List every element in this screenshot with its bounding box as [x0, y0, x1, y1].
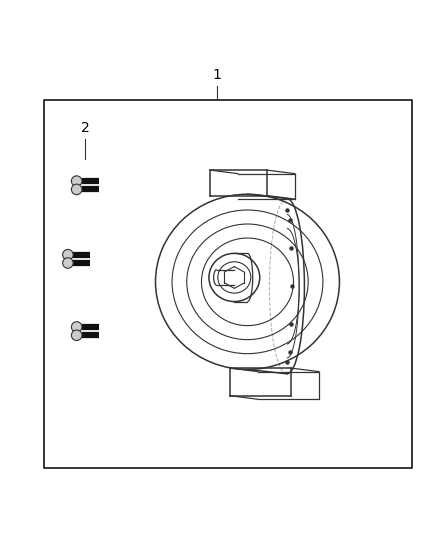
Text: 2: 2: [81, 121, 90, 135]
Circle shape: [63, 249, 73, 260]
Circle shape: [71, 330, 82, 341]
Bar: [44, 100, 412, 468]
Circle shape: [71, 176, 82, 187]
Circle shape: [71, 322, 82, 332]
Circle shape: [63, 258, 73, 268]
Circle shape: [71, 184, 82, 195]
Text: 1: 1: [212, 68, 221, 82]
